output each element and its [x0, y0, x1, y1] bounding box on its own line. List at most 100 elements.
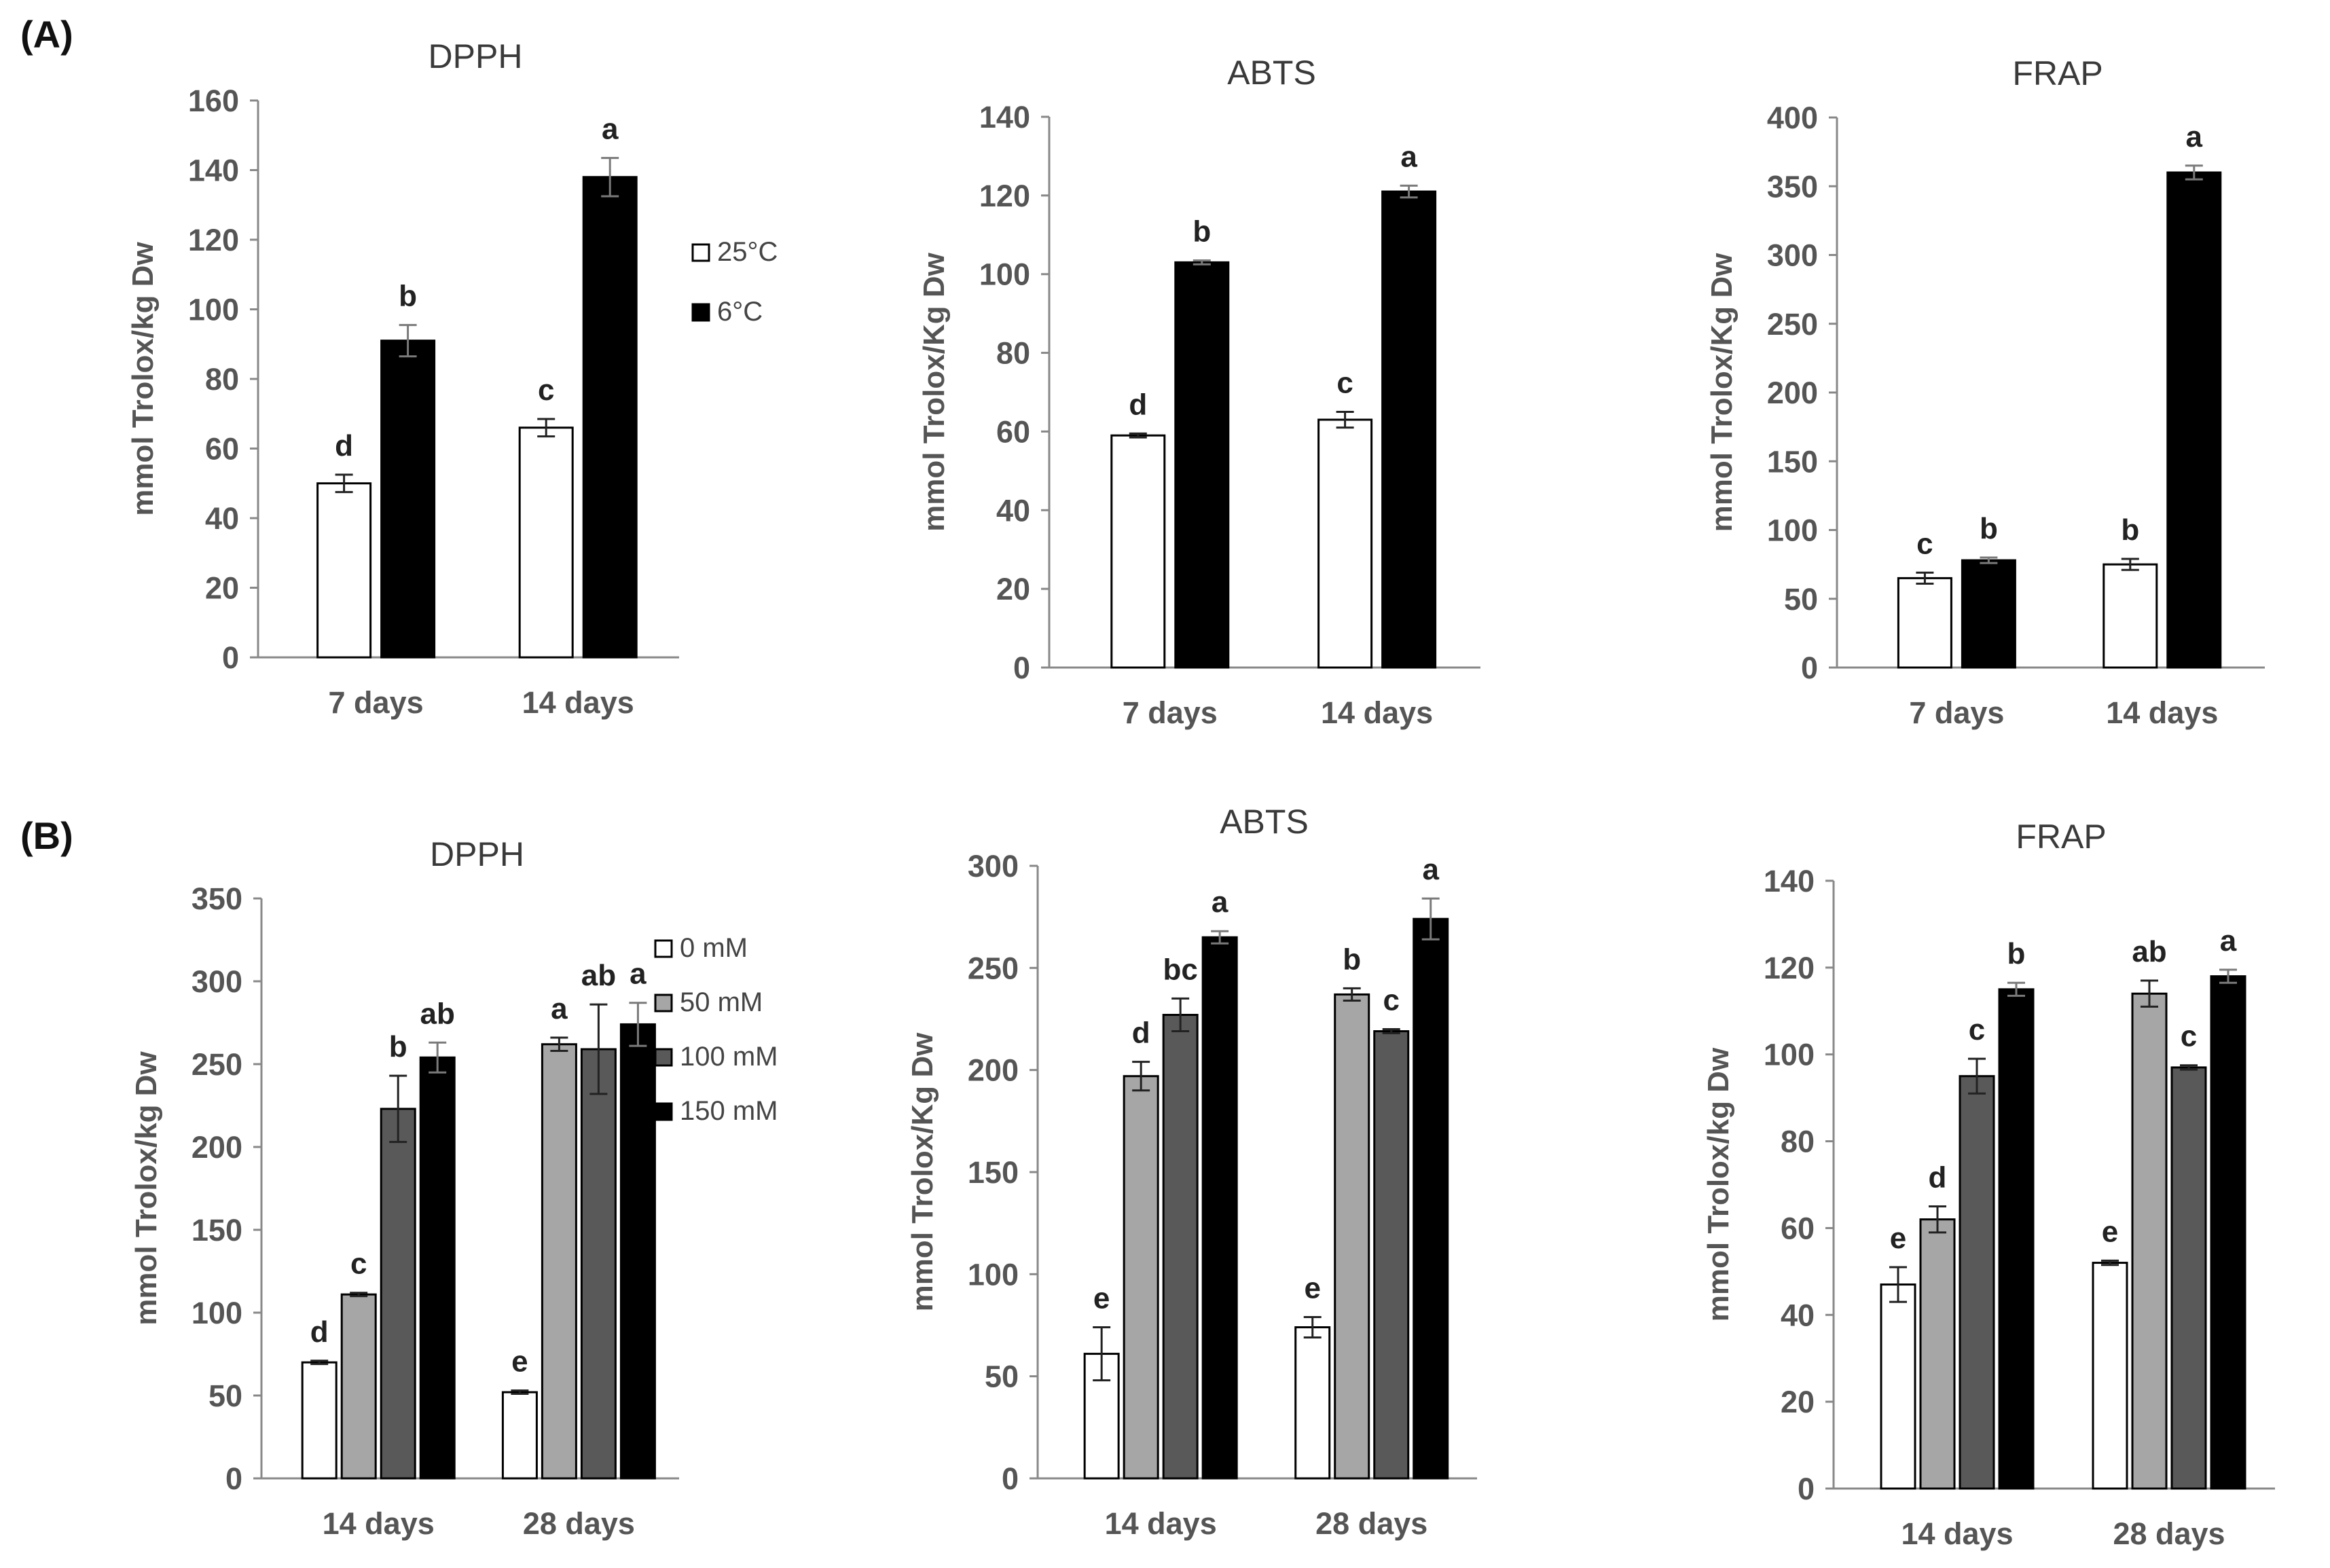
b-dpph-y-tick-label: 300	[192, 964, 242, 999]
a-abts-y-tick-label: 120	[979, 179, 1030, 213]
b-frap-y-tick-label: 140	[1764, 864, 1815, 898]
b-frap-y-tick-label: 40	[1781, 1298, 1815, 1332]
b-frap-bar	[1959, 1075, 1995, 1490]
a-abts-y-tick-label: 20	[996, 572, 1030, 606]
b-abts-y-tick-label: 50	[985, 1360, 1019, 1394]
a-dpph-legend-swatch	[691, 243, 710, 262]
b-dpph-category-label: 14 days	[323, 1506, 435, 1541]
a-abts-y-label: mmol Trolox/Kg Dw	[917, 252, 951, 531]
a-frap-y-tick-label: 350	[1767, 169, 1818, 204]
b-frap-y-tick-label: 0	[1798, 1472, 1815, 1506]
b-abts-category-label: 14 days	[1105, 1506, 1217, 1541]
b-dpph-y-tick-label: 50	[208, 1379, 242, 1413]
b-abts-significance-letter: e	[1304, 1271, 1320, 1305]
a-dpph-bar	[316, 482, 372, 659]
a-dpph-significance-letter: c	[538, 373, 554, 407]
b-dpph-y-tick-label: 150	[192, 1213, 242, 1247]
b-dpph-y-tick-label: 350	[192, 881, 242, 916]
a-frap-significance-letter: b	[2121, 513, 2139, 547]
b-dpph-significance-letter: b	[389, 1030, 407, 1063]
a-frap-y-label: mmol Trolox/Kg Dw	[1705, 253, 1739, 532]
a-frap-y-tick-label: 300	[1767, 238, 1818, 273]
a-dpph-significance-letter: a	[602, 113, 619, 146]
b-frap-significance-letter: a	[2220, 924, 2237, 958]
b-dpph-significance-letter: d	[310, 1315, 329, 1349]
b-frap-significance-letter: b	[2007, 937, 2026, 970]
b-frap-title: FRAP	[2016, 818, 2106, 856]
b-frap-y-tick-label: 20	[1781, 1385, 1815, 1419]
a-abts-y-tick-label: 140	[979, 100, 1030, 134]
b-frap-bar	[2092, 1262, 2128, 1490]
b-dpph-y-tick-label: 0	[225, 1461, 242, 1496]
b-abts-bar	[1123, 1075, 1159, 1480]
a-abts-y-tick-label: 60	[996, 414, 1030, 449]
b-dpph-y-tick-label: 200	[192, 1130, 242, 1165]
b-frap-category-label: 28 days	[2113, 1516, 2225, 1551]
a-dpph-legend-swatch	[691, 303, 710, 322]
b-abts-bar	[1162, 1013, 1199, 1480]
a-abts-significance-letter: a	[1400, 140, 1417, 173]
b-frap-bar	[2170, 1066, 2207, 1490]
b-abts-y-tick-label: 300	[968, 849, 1019, 883]
b-abts-significance-letter: a	[1422, 853, 1439, 886]
a-frap-significance-letter: b	[1980, 512, 1998, 545]
b-abts-y-tick-label: 0	[1002, 1461, 1019, 1496]
b-abts-significance-letter: b	[1343, 943, 1361, 976]
b-dpph-legend-label: 0 mM	[680, 933, 748, 963]
a-dpph-bar	[518, 426, 574, 659]
a-dpph-y-tick-label: 20	[205, 571, 239, 606]
b-frap-y-tick-label: 120	[1764, 951, 1815, 985]
b-dpph-title: DPPH	[430, 835, 524, 873]
b-abts-y-tick-label: 100	[968, 1257, 1019, 1292]
b-dpph-legend-swatch	[654, 1102, 673, 1121]
a-frap-bar	[1961, 559, 2016, 669]
a-dpph-bar	[380, 340, 436, 659]
a-abts-significance-letter: d	[1129, 388, 1147, 421]
b-dpph-legend-swatch	[654, 939, 673, 958]
b-dpph-legend-label: 50 mM	[680, 987, 763, 1017]
a-dpph-y-tick-label: 0	[222, 640, 239, 675]
b-frap-y-label: mmol Trolox/kg Dw	[1702, 1047, 1735, 1321]
b-dpph-bar	[301, 1361, 338, 1480]
b-frap-bar	[1880, 1283, 1916, 1490]
b-frap-significance-letter: e	[2102, 1215, 2118, 1248]
a-frap-y-tick-label: 400	[1767, 101, 1818, 135]
b-dpph-significance-letter: e	[511, 1345, 528, 1379]
a-frap-category-label: 14 days	[2106, 695, 2218, 730]
a-dpph-legend-label: 6°C	[717, 297, 763, 327]
b-dpph-legend-swatch	[654, 993, 673, 1013]
a-abts-title: ABTS	[1227, 54, 1316, 92]
b-dpph-y-tick-label: 250	[192, 1047, 242, 1082]
b-dpph-y-label: mmol Trolox/kg Dw	[130, 1051, 163, 1326]
b-abts-bar	[1413, 917, 1449, 1480]
a-dpph-bar	[582, 176, 638, 659]
b-frap-significance-letter: c	[1969, 1013, 1985, 1046]
a-frap-bar	[2166, 171, 2222, 669]
b-dpph-significance-letter: a	[551, 992, 568, 1025]
b-abts-title: ABTS	[1220, 803, 1309, 841]
a-dpph-y-tick-label: 60	[205, 432, 239, 467]
a-frap-bar	[2103, 563, 2158, 669]
a-frap-y-tick-label: 250	[1767, 307, 1818, 342]
a-frap-y-tick-label: 50	[1784, 582, 1818, 617]
b-abts-bar	[1334, 993, 1370, 1480]
a-frap-bar	[1897, 577, 1952, 669]
b-frap-bar	[2131, 992, 2168, 1490]
a-frap-y-tick-label: 100	[1767, 513, 1818, 548]
a-abts-y-tick-label: 80	[996, 336, 1030, 371]
a-abts-bar	[1381, 190, 1437, 669]
b-dpph-y-tick-label: 100	[192, 1296, 242, 1330]
b-abts-bar	[1373, 1030, 1410, 1480]
b-abts-significance-letter: c	[1383, 984, 1399, 1017]
a-dpph-category-label: 14 days	[522, 685, 634, 720]
b-dpph-bar	[380, 1108, 416, 1480]
a-abts-bar	[1174, 261, 1230, 669]
b-dpph-significance-letter: c	[350, 1247, 367, 1281]
panel-label-b: (B)	[20, 814, 73, 857]
a-frap-title: FRAP	[2012, 54, 2103, 92]
b-dpph-bar	[541, 1043, 577, 1480]
b-frap-bar	[1919, 1218, 1956, 1490]
a-frap-significance-letter: c	[1916, 527, 1933, 560]
a-abts-significance-letter: b	[1193, 215, 1211, 248]
a-dpph-y-tick-label: 120	[188, 223, 239, 257]
